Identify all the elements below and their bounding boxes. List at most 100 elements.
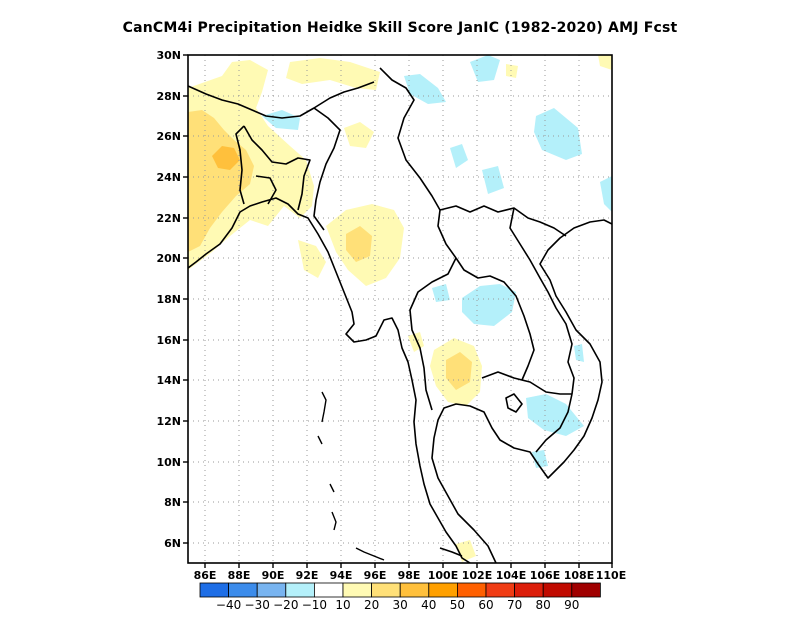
lat-label: 28N	[156, 90, 181, 103]
lon-label: 94E	[330, 569, 353, 582]
lon-label: 88E	[228, 569, 251, 582]
map-title: CanCM4i Precipitation Heidke Skill Score…	[122, 20, 678, 36]
shade-west-bengal-40	[212, 146, 240, 170]
colorbar-swatch	[485, 582, 516, 598]
shade-china-south-3	[482, 166, 504, 194]
coastline-gulf-of-thailand	[431, 219, 612, 563]
shade-hainan-east	[600, 176, 612, 212]
shade-china-south-2	[450, 144, 468, 168]
graticule	[188, 55, 612, 563]
border-bhutan-nepal	[188, 81, 375, 119]
shade-tibet-east	[404, 74, 446, 104]
border-laos-vietnam	[509, 207, 575, 395]
colorbar-label: 90	[564, 598, 579, 612]
lat-label: 6N	[164, 537, 181, 550]
lon-label: 90E	[262, 569, 285, 582]
border-thailand-laos	[455, 257, 535, 381]
lat-label: 18N	[156, 293, 181, 306]
border-china-laos-vietnam	[439, 205, 567, 237]
colorbar-swatch	[256, 582, 287, 598]
colorbar-label: 30	[393, 598, 408, 612]
colorbar-label: 10	[335, 598, 350, 612]
map-frame	[187, 54, 613, 564]
border-thailand-cambodia	[481, 371, 572, 395]
lon-label: 110E	[596, 569, 626, 582]
coastline-bay-of-bengal-north	[188, 197, 471, 563]
colorbar-swatch	[228, 582, 258, 598]
shade-china-south	[534, 108, 582, 160]
lon-label: 98E	[398, 569, 421, 582]
colorbar-swatch	[428, 582, 458, 598]
lon-label: 86E	[194, 569, 217, 582]
lon-label: 102E	[462, 569, 492, 582]
shade-myanmar-central-20	[346, 226, 372, 262]
colorbar-label: 60	[478, 598, 493, 612]
shade-cambodia-east	[526, 394, 584, 436]
lon-label: 104E	[496, 569, 526, 582]
colorbar-label: 50	[450, 598, 465, 612]
shade-yunnan-north	[470, 55, 500, 82]
shade-mekong	[532, 450, 548, 468]
colorbar-label: −10	[302, 598, 327, 612]
lon-label: 100E	[428, 569, 458, 582]
colorbar-swatch	[542, 582, 573, 598]
shade-assam	[262, 110, 300, 130]
lat-label: 10N	[156, 456, 181, 469]
lat-label: 8N	[164, 496, 181, 509]
lat-tick-labels: 30N 28N 26N 24N 22N 20N 18N 16N 14N 12N …	[156, 49, 181, 550]
border-india-myanmar	[313, 107, 341, 231]
lon-label: 108E	[564, 569, 594, 582]
lat-label: 14N	[156, 374, 181, 387]
colorbar-label: −40	[216, 598, 241, 612]
shade-china-east	[598, 55, 612, 70]
lat-label: 12N	[156, 415, 181, 428]
colorbar-swatch	[514, 582, 544, 598]
colorbar-label: 40	[421, 598, 436, 612]
lon-label: 92E	[296, 569, 319, 582]
colorbar-label: 80	[536, 598, 551, 612]
shade-vietnam-coast	[574, 344, 584, 362]
shade-arakan	[298, 240, 326, 278]
colorbar-swatch	[313, 582, 344, 598]
lake-tonle-sap	[505, 393, 523, 413]
border-india-bangladesh	[243, 125, 311, 211]
colorbar-swatch	[371, 582, 401, 598]
coastlines-borders	[188, 67, 612, 563]
border-cambodia-vietnam	[535, 393, 573, 453]
border-bangladesh-west	[235, 125, 245, 205]
shade-yunnan-small	[506, 64, 518, 78]
lat-label: 20N	[156, 252, 181, 265]
lat-label: 16N	[156, 334, 181, 347]
border-myanmar-thailand	[409, 257, 457, 411]
andaman-nicobar-islands	[317, 391, 385, 561]
shade-laos-central	[462, 284, 516, 326]
colorbar-label: −30	[245, 598, 270, 612]
colorbar-swatch	[456, 582, 487, 598]
shade-north-tibet	[286, 58, 380, 90]
colorbar: −40 −30 −20 −10 10 20 30 40 50 60 70 80 90	[199, 582, 601, 612]
colorbar-label: 70	[507, 598, 522, 612]
colorbar-swatch	[342, 582, 373, 598]
tick-marks	[183, 54, 613, 568]
shade-laos-north	[432, 284, 450, 302]
colorbar-swatch	[285, 582, 315, 598]
colorbar-label: 20	[364, 598, 379, 612]
lon-label: 96E	[364, 569, 387, 582]
lon-label: 106E	[530, 569, 560, 582]
border-bangladesh-inner	[255, 175, 277, 205]
lat-label: 26N	[156, 130, 181, 143]
shade-mizoram	[344, 122, 374, 148]
lat-label: 22N	[156, 212, 181, 225]
colorbar-label: −20	[273, 598, 298, 612]
skill-shading	[188, 55, 612, 562]
shade-tenasserim	[408, 332, 424, 352]
shade-thailand-central-20	[446, 352, 472, 390]
border-thai-malay	[439, 547, 463, 557]
colorbar-swatch	[399, 582, 430, 598]
colorbar-swatch	[571, 582, 601, 598]
colorbar-swatch	[199, 582, 230, 598]
lat-label: 30N	[156, 49, 181, 62]
border-myanmar-china	[379, 67, 457, 259]
lat-label: 24N	[156, 171, 181, 184]
